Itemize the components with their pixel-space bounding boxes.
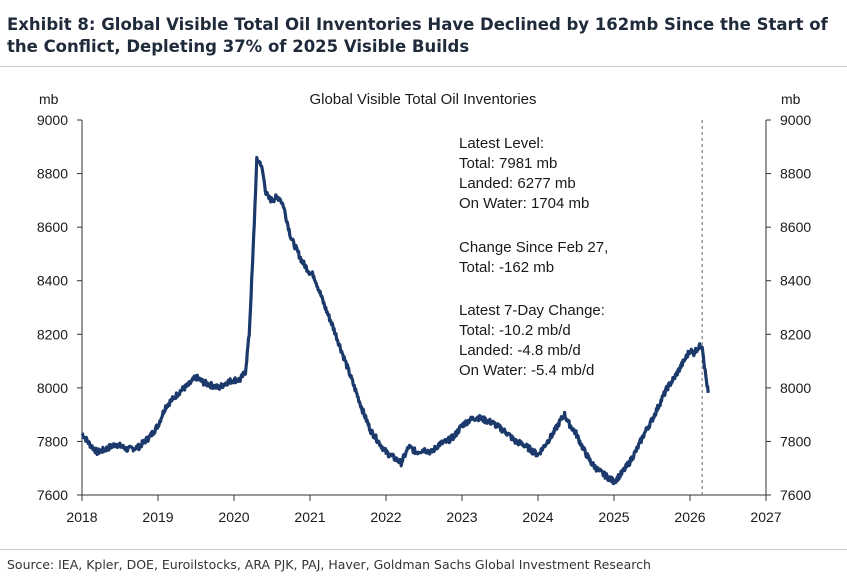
y-tick-label-right: 8400 [780, 273, 811, 289]
y-tick-label-left: 8400 [37, 273, 68, 289]
y-tick-label-left: 7800 [37, 433, 68, 449]
y-tick-label-right: 7800 [780, 433, 811, 449]
annotation-line: On Water: -5.4 mb/d [459, 362, 594, 379]
x-tick-label: 2022 [370, 509, 401, 525]
tick-labels: 7600 7600 7800 7800 8000 8000 8200 8200 8400 8400… [37, 112, 812, 525]
y-tick-label-right: 9000 [780, 112, 811, 128]
y-tick-label-left: 8600 [37, 219, 68, 235]
x-tick-label: 2019 [142, 509, 173, 525]
series-line [80, 155, 710, 486]
annotation-line: Landed: 6277 mb [459, 175, 576, 192]
y-tick-label-right: 8800 [780, 166, 811, 182]
y-tick-label-left: 8800 [37, 166, 68, 182]
annotation-line: Latest 7-Day Change: [459, 302, 605, 319]
bottom-divider [0, 549, 847, 550]
annotation-line: On Water: 1704 mb [459, 195, 589, 212]
y-tick-label-right: 7600 [780, 487, 811, 503]
annotation-line: Total: -10.2 mb/d [459, 322, 571, 339]
exhibit-title: Exhibit 8: Global Visible Total Oil Inve… [7, 15, 828, 56]
y-tick-label-right: 8200 [780, 326, 811, 342]
x-tick-label: 2025 [598, 509, 629, 525]
y-tick-label-left: 9000 [37, 112, 68, 128]
x-tick-label: 2023 [446, 509, 477, 525]
chart-title: Global Visible Total Oil Inventories [309, 91, 536, 108]
annotation-line: Landed: -4.8 mb/d [459, 342, 581, 359]
x-tick-label: 2020 [218, 509, 249, 525]
x-tick-label: 2018 [66, 509, 97, 525]
y-axis-right-unit: mb [781, 91, 801, 107]
y-tick-label-left: 7600 [37, 487, 68, 503]
annotation-line: Total: -162 mb [459, 259, 554, 276]
annotation-line: Total: 7981 mb [459, 155, 557, 172]
y-tick-label-right: 8600 [780, 219, 811, 235]
x-tick-label: 2026 [674, 509, 705, 525]
x-tick-label: 2024 [522, 509, 553, 525]
y-tick-label-right: 8000 [780, 380, 811, 396]
y-axis-left-unit: mb [39, 91, 59, 107]
annotation-line: Change Since Feb 27, [459, 239, 608, 256]
x-tick-label: 2021 [294, 509, 325, 525]
annotation-box: Latest Level: Total: 7981 mb Landed: 6277 … [459, 135, 608, 379]
chart: Global Visible Total Oil Inventories mb … [37, 91, 812, 525]
axes [77, 119, 771, 501]
annotation-line: Latest Level: [459, 135, 544, 152]
y-tick-label-left: 8000 [37, 380, 68, 396]
x-tick-label: 2027 [750, 509, 781, 525]
top-divider [0, 66, 847, 67]
y-tick-label-left: 8200 [37, 326, 68, 342]
source-note: Source: IEA, Kpler, DOE, Euroilstocks, A… [7, 557, 651, 572]
